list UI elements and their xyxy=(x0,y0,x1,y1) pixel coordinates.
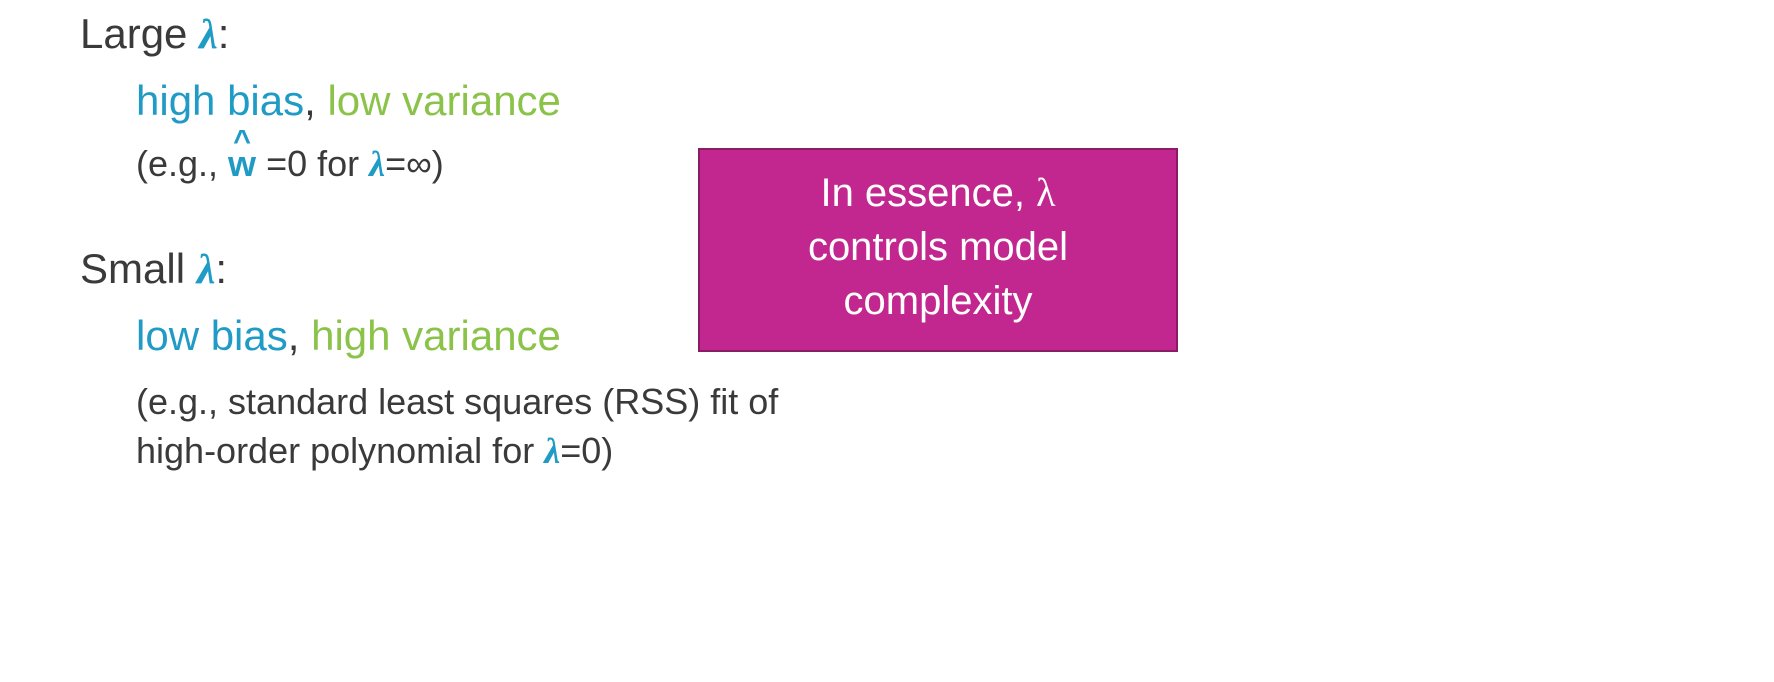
small-prefix: Small xyxy=(80,245,197,292)
large-colon: : xyxy=(218,10,230,57)
small-colon: : xyxy=(215,245,227,292)
zero: =0 xyxy=(560,430,601,471)
w-hat-symbol: w xyxy=(228,143,256,185)
large-bias-variance: high bias, low variance xyxy=(80,77,1774,125)
high-variance-text: high variance xyxy=(311,312,561,359)
lambda-symbol: λ xyxy=(199,12,218,58)
eq0: =0 for xyxy=(256,143,369,184)
close: ) xyxy=(432,143,444,184)
callout-line2: controls model xyxy=(808,225,1068,269)
comma: , xyxy=(304,77,327,124)
callout-line3: complexity xyxy=(844,279,1033,323)
callout-line1a: In essence, xyxy=(820,171,1036,215)
large-prefix: Large xyxy=(80,10,199,57)
comma: , xyxy=(288,312,311,359)
lambda-symbol: λ xyxy=(197,247,216,293)
callout-lambda: λ xyxy=(1036,170,1055,215)
close: ) xyxy=(601,430,613,471)
callout-box: In essence, λ controls model complexity xyxy=(698,148,1178,352)
large-lambda-heading: Large λ: xyxy=(80,10,1774,59)
lambda-symbol: λ xyxy=(544,431,560,471)
lambda-symbol: λ xyxy=(369,144,385,184)
high-bias-text: high bias xyxy=(136,77,304,124)
low-variance-text: low variance xyxy=(327,77,560,124)
small-example: (e.g., standard least squares (RSS) fit … xyxy=(80,378,1774,475)
ex-open: (e.g., xyxy=(136,143,228,184)
inf: =∞ xyxy=(385,143,432,184)
low-bias-text: low bias xyxy=(136,312,288,359)
ex-line2: high-order polynomial for xyxy=(136,430,544,471)
ex-line1: (e.g., standard least squares (RSS) fit … xyxy=(136,381,778,422)
